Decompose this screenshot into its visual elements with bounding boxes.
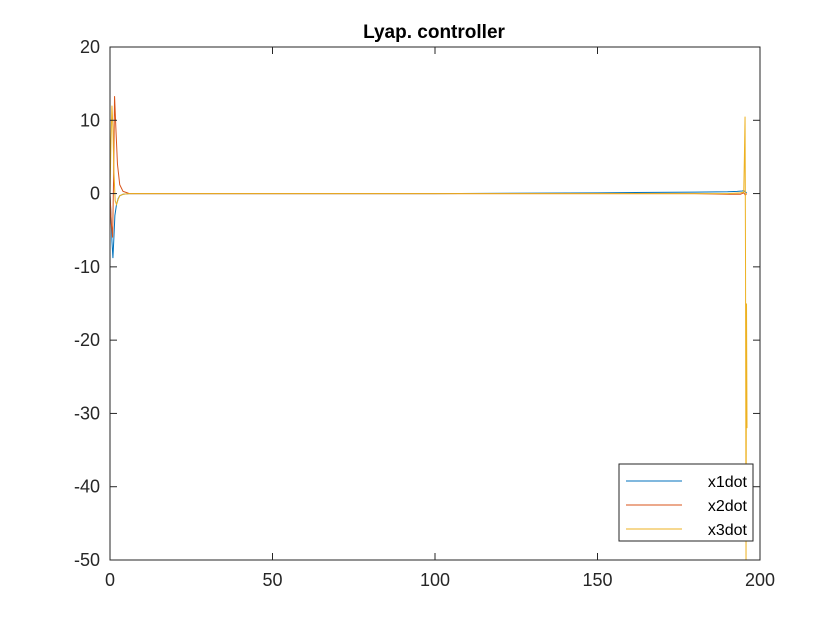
legend: x1dot x2dot x3dot	[618, 463, 754, 542]
y-tick-label: -50	[74, 550, 100, 570]
plot-area: 0 50 100 150 200 -50 -40 -30 -20 -10 0 10 20	[74, 37, 775, 590]
chart-title: Lyap. controller	[363, 22, 505, 43]
y-tick-label: -10	[74, 257, 100, 277]
x-tick-label: 100	[420, 570, 450, 590]
y-tick-label: -40	[74, 477, 100, 497]
legend-label-x3dot: x3dot	[708, 522, 748, 539]
legend-label-x2dot: x2dot	[708, 498, 748, 515]
x-tick-label: 150	[582, 570, 612, 590]
x-tick-label: 50	[262, 570, 282, 590]
y-tick-label: 0	[90, 184, 100, 204]
y-tick-label: -30	[74, 403, 100, 423]
y-tick-label: -20	[74, 330, 100, 350]
series-lines	[110, 96, 748, 560]
x-tick-label: 200	[745, 570, 775, 590]
y-tick-label: 10	[80, 110, 100, 130]
series-line-x3dot	[110, 105, 748, 560]
legend-box	[618, 463, 754, 542]
legend-label-x1dot: x1dot	[708, 474, 748, 491]
x-tick-label: 0	[105, 570, 115, 590]
y-tick-label: 20	[80, 37, 100, 57]
